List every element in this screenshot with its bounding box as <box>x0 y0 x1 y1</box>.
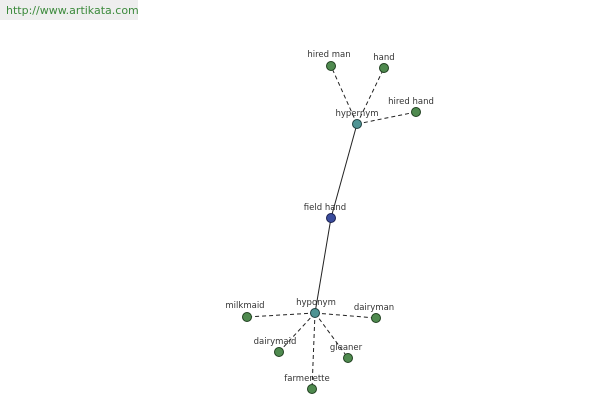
node-label[interactable]: field hand <box>304 203 346 213</box>
edge <box>246 312 316 318</box>
node-label[interactable]: farmerette <box>284 374 330 384</box>
edge <box>314 312 349 359</box>
edge <box>314 312 377 319</box>
edge <box>330 123 358 219</box>
node[interactable] <box>371 313 381 323</box>
nodes: hired man hand hired hand hypernym field… <box>225 50 434 394</box>
node[interactable] <box>343 353 353 363</box>
node[interactable] <box>326 61 336 71</box>
node[interactable] <box>242 312 252 322</box>
node[interactable] <box>379 63 389 73</box>
node-label[interactable]: hand <box>373 53 394 63</box>
edge <box>278 312 316 353</box>
edge <box>330 65 358 125</box>
node[interactable] <box>274 347 284 357</box>
node-label[interactable]: gleaner <box>330 343 363 353</box>
node[interactable] <box>307 384 317 394</box>
node-label[interactable]: hypernym <box>335 109 378 119</box>
header-url[interactable]: http://www.artikata.com <box>6 4 139 17</box>
node[interactable] <box>411 107 421 117</box>
node-label[interactable]: milkmaid <box>225 301 264 311</box>
edge <box>311 312 316 390</box>
node-label[interactable]: dairyman <box>354 303 394 313</box>
node[interactable] <box>326 213 336 223</box>
edges <box>246 65 417 390</box>
node[interactable] <box>352 119 362 129</box>
node[interactable] <box>310 308 320 318</box>
edge <box>314 217 332 314</box>
edge <box>356 67 385 125</box>
node-label[interactable]: hired man <box>307 50 350 60</box>
node-label[interactable]: dairymaid <box>254 337 297 347</box>
node-label[interactable]: hyponym <box>296 298 336 308</box>
node-label[interactable]: hired hand <box>388 97 434 107</box>
edge <box>356 111 417 125</box>
header-box <box>0 0 138 20</box>
